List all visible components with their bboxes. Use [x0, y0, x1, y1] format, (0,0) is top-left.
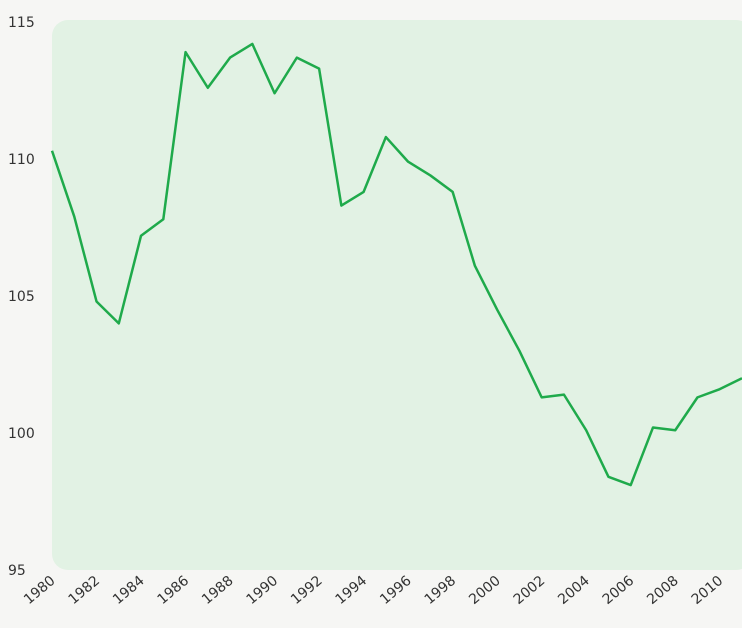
x-tick-label: 1996 — [377, 573, 415, 608]
y-tick-label: 100 — [8, 426, 35, 442]
y-tick-label: 95 — [8, 563, 26, 579]
x-tick-label: 2008 — [644, 573, 682, 608]
x-tick-label: 1980 — [21, 573, 59, 608]
x-tick-label: 1986 — [155, 573, 193, 608]
x-tick-label: 1984 — [110, 573, 148, 608]
x-tick-label: 1988 — [199, 573, 237, 608]
x-tick-label: 2004 — [555, 573, 593, 608]
line — [50, 42, 742, 487]
x-tick-label: 1998 — [422, 573, 460, 608]
y-tick-label: 115 — [8, 15, 35, 31]
y-tick-label: 105 — [8, 289, 35, 305]
x-tick-label: 1992 — [288, 573, 326, 608]
x-tick-label: 1990 — [244, 573, 282, 608]
x-tick-label: 2002 — [511, 573, 549, 608]
plot-area — [52, 20, 742, 570]
x-tick-label: 2010 — [689, 573, 727, 608]
x-tick-label: 1994 — [333, 573, 371, 608]
y-tick-label: 110 — [8, 152, 35, 168]
x-tick-label: 2006 — [600, 573, 638, 608]
x-tick-label: 1982 — [66, 573, 104, 608]
x-tick-label: 2000 — [466, 573, 504, 608]
